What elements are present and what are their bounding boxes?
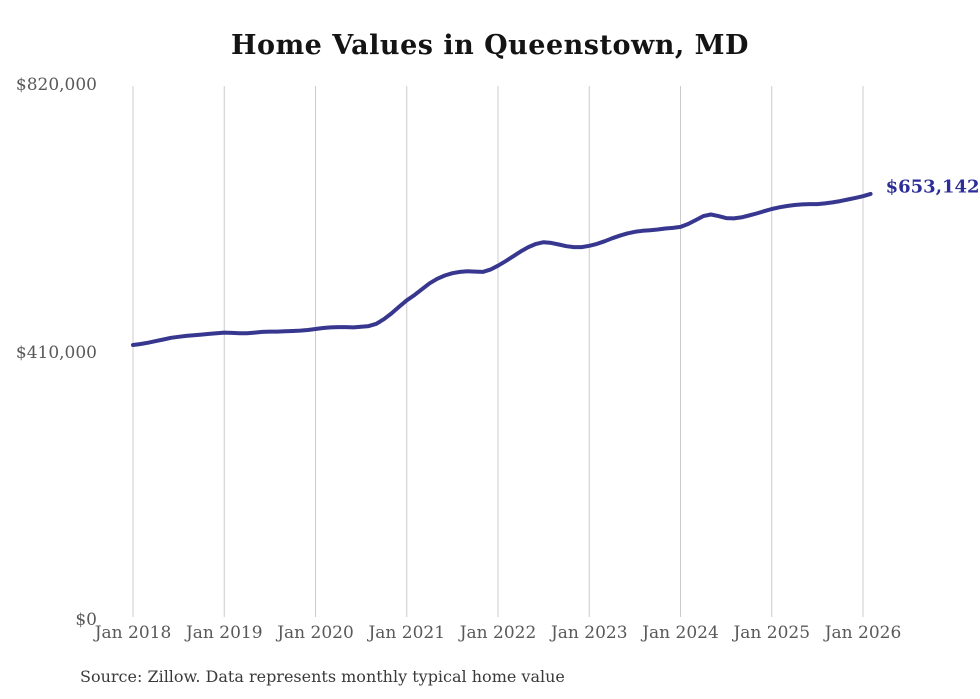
y-tick-label: $410,000 bbox=[15, 342, 97, 363]
y-tick-label: $0 bbox=[75, 610, 97, 630]
chart-title: Home Values in Queenstown, MD bbox=[231, 30, 749, 61]
source-note: Source: Zillow. Data represents monthly … bbox=[80, 667, 565, 686]
value-line bbox=[131, 191, 873, 347]
x-tick-label: Jan 2023 bbox=[550, 623, 628, 643]
x-tick-label: Jan 2021 bbox=[368, 623, 446, 643]
end-value-label: $653,142 bbox=[885, 176, 980, 198]
x-tick-label: Jan 2022 bbox=[459, 623, 537, 643]
x-tick-label: Jan 2024 bbox=[642, 623, 719, 643]
x-tick-label: Jan 2026 bbox=[824, 623, 902, 643]
x-tick-label: Jan 2018 bbox=[94, 623, 172, 643]
x-tick-label: Jan 2019 bbox=[185, 623, 263, 643]
x-tick-label: Jan 2020 bbox=[277, 623, 354, 643]
x-tick-label: Jan 2025 bbox=[733, 623, 811, 643]
y-tick-label: $820,000 bbox=[15, 75, 97, 95]
